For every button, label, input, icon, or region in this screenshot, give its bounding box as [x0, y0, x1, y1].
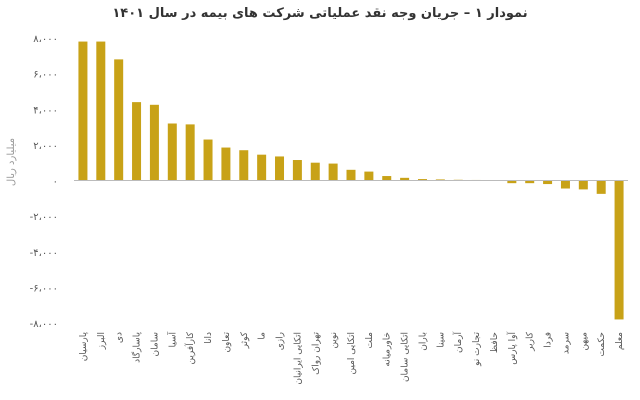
category-label: معلم: [615, 332, 625, 350]
category-label: کاربر: [526, 331, 536, 352]
y-tick-label: ۲،۰۰۰: [33, 141, 58, 152]
category-label: حکمت: [597, 332, 607, 357]
bar: [382, 176, 392, 181]
bar: [203, 139, 213, 181]
bar: [275, 156, 285, 181]
category-label: ما: [258, 332, 268, 340]
y-tick-label: -۸،۰۰۰: [30, 319, 58, 330]
y-tick-label: ۶،۰۰۰: [33, 70, 58, 81]
bar: [364, 171, 374, 181]
category-label: کوثر: [240, 331, 250, 349]
category-label: آرمان: [452, 332, 464, 354]
category-label: تعاون: [222, 332, 232, 353]
category-label: ملت: [365, 332, 375, 349]
bar: [292, 160, 302, 181]
category-label: آسیا: [166, 332, 178, 348]
bar: [328, 163, 338, 181]
bar: [400, 177, 410, 181]
category-label: فردا: [544, 332, 554, 348]
category-label: پارسیان: [79, 332, 89, 362]
category-label: سرمد: [561, 332, 571, 354]
category-labels: پارسیان البرز دی پاسارگاد سامان آسیا کارآفرین د…: [79, 331, 625, 384]
bar: [435, 179, 445, 181]
bar: [239, 150, 249, 181]
bar: [578, 180, 588, 190]
y-axis: ۸،۰۰۰ ۶،۰۰۰ ۴،۰۰۰ ۲،۰۰۰ ۰ -۲،۰۰۰ -۴،۰۰۰ -۶،۰۰۰ -…: [30, 34, 58, 330]
category-label: رازی: [276, 332, 286, 350]
category-label: حافظ: [490, 332, 500, 353]
category-label: نوین: [329, 332, 339, 349]
bar: [114, 59, 124, 181]
category-label: دانا: [204, 332, 214, 344]
y-tick-label: -۶،۰۰۰: [30, 283, 58, 294]
category-label: آوا پارس: [506, 332, 518, 365]
bar: [310, 162, 320, 181]
category-label: اتکایی سامان: [401, 332, 411, 382]
y-tick-label: -۴،۰۰۰: [30, 248, 58, 259]
y-tick-label: ۰: [53, 177, 58, 188]
bar: [96, 41, 106, 181]
category-label: سینا: [436, 332, 446, 348]
chart-title: نمودار ۱ – جریان وجه نقد عملیاتی شرکت ها…: [112, 6, 528, 21]
bar: [417, 179, 427, 181]
bar: [185, 124, 195, 181]
category-label: میهن: [579, 332, 589, 351]
bar: [221, 147, 231, 181]
bar: [543, 180, 553, 185]
category-label: البرز: [97, 332, 107, 350]
bar: [596, 180, 606, 194]
bar: [167, 123, 177, 181]
category-label: اتکایی امین: [347, 332, 357, 374]
bar: [346, 169, 356, 181]
bar: [507, 180, 517, 184]
y-tick-label: ۴،۰۰۰: [33, 105, 58, 116]
bar: [132, 102, 142, 181]
category-label: تهران رواک: [310, 332, 321, 375]
category-label: پاسارگاد: [131, 332, 143, 363]
bar: [149, 104, 159, 181]
category-label: باران: [418, 332, 428, 351]
bar: [525, 180, 535, 184]
category-label: کارآفرین: [184, 331, 196, 364]
category-label: دی: [115, 332, 125, 343]
category-label: سامان: [150, 332, 160, 356]
bar: [614, 180, 624, 320]
bar: [560, 180, 570, 189]
category-label: خاورمیانه: [383, 332, 393, 367]
category-label: اتکایی ایرانیان: [293, 332, 303, 385]
y-axis-title: میلیارد ریال: [6, 138, 17, 186]
y-tick-label: -۲،۰۰۰: [30, 212, 58, 223]
y-tick-label: ۸،۰۰۰: [33, 34, 58, 45]
bar: [78, 41, 88, 181]
category-label: تجارت نو: [472, 332, 482, 367]
bar: [257, 154, 267, 181]
